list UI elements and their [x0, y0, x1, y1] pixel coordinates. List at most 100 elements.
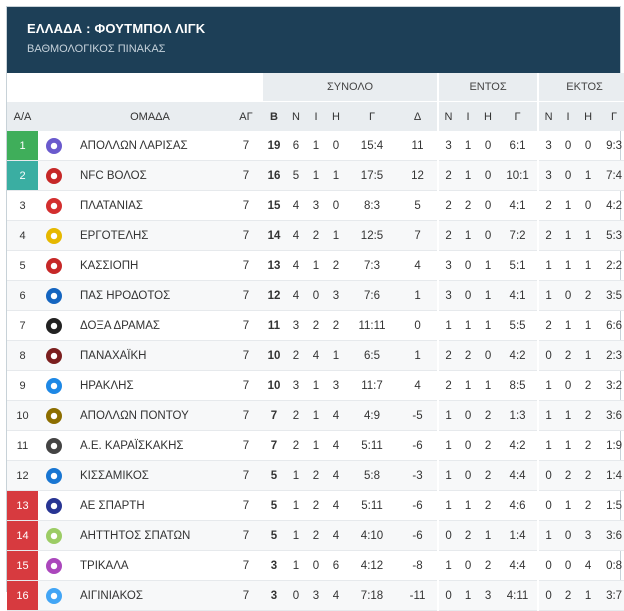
col-away-goals: Γ — [598, 101, 624, 131]
away-goals-cell: 5:3 — [598, 220, 624, 251]
home-losses-cell: 1 — [478, 520, 499, 551]
played-cell: 7 — [230, 160, 262, 191]
diff-cell: -5 — [398, 400, 439, 431]
draws-cell: 1 — [312, 439, 320, 452]
away-wins-cell: 1 — [537, 370, 559, 401]
home-draws-cell: 1 — [464, 319, 472, 332]
table-row[interactable]: 8 ΠΑΝΑΧΑΪΚΗ 7 10 2 4 1 6:5 1 2 2 0 4:2 0 2 1 2:3 — [7, 340, 624, 371]
goals-cell: 5:11 — [361, 499, 383, 512]
team-logo-cell — [38, 191, 70, 221]
home-goals-cell: 5:1 — [509, 259, 526, 272]
away-losses-cell: 2 — [584, 379, 592, 392]
table-row[interactable]: 10 ΑΠΟΛΛΩΝ ΠΟΝΤΟΥ 7 7 2 1 4 4:9 -5 1 0 2 1:3 1 1 2 3:6 — [7, 400, 624, 431]
team-name[interactable]: Α.Ε. ΚΑΡΑΪΣΚΑΚΗΣ — [80, 439, 184, 452]
team-name[interactable]: ΚΑΣΣΙΟΠΗ — [80, 259, 139, 272]
home-wins-cell: 2 — [437, 190, 459, 221]
team-crest-icon — [46, 317, 62, 334]
home-draws-cell: 0 — [458, 400, 479, 431]
team-name[interactable]: ΠΑΝΑΧΑΪΚΗ — [70, 340, 230, 371]
team-name[interactable]: ΤΡΙΚΑΛΑ — [80, 559, 129, 572]
table-row[interactable]: 9 ΗΡΑΚΛΗΣ 7 10 3 1 3 11:7 4 2 1 1 8:5 1 0 2 3:2 — [7, 370, 624, 401]
team-name[interactable]: ΗΡΑΚΛΗΣ — [80, 379, 134, 392]
table-row[interactable]: 1 ΑΠΟΛΛΩΝ ΛΑΡΙΣΑΣ 7 19 6 1 0 15:4 11 3 1 0 6:1 3 0 0 9:3 — [7, 131, 624, 161]
losses-cell: 4 — [326, 520, 346, 551]
away-draws-cell: 0 — [558, 280, 579, 311]
table-row[interactable]: 15 ΤΡΙΚΑΛΑ 7 3 1 0 6 4:12 -8 1 0 2 4:4 0 0 4 0:8 — [7, 550, 624, 581]
team-logo-cell — [38, 460, 70, 491]
position-cell: 10 — [7, 400, 38, 431]
home-draws-cell: 1 — [464, 139, 472, 152]
team-name[interactable]: ΚΙΣΣΑΜΙΚΟΣ — [70, 460, 230, 491]
losses-cell: 3 — [332, 379, 340, 392]
position-cell: 12 — [7, 460, 38, 491]
table-row[interactable]: 14 ΑΗΤΤΗΤΟΣ ΣΠΑΤΩΝ 7 5 1 2 4 4:10 -6 0 2 1 1:4 1 0 3 3:6 — [7, 520, 624, 551]
column-header-row: Α/Α ΟΜΑΔΑ ΑΓ Β Ν Ι Η Γ Δ Ν Ι Η Γ Ν Ι Η Γ — [7, 101, 624, 131]
position-cell: 8 — [7, 340, 38, 371]
home-wins-cell: 0 — [437, 520, 459, 551]
standings-widget: ΕΛΛΑΔΑ : ΦΟΥΤΜΠΟΛ ΛΙΓΚ ΒΑΘΜΟΛΟΓΙΚΟΣ ΠΙΝΑ… — [6, 6, 624, 611]
away-losses-cell: 0 — [584, 139, 592, 152]
away-goals-cell: 2:2 — [606, 259, 623, 272]
wins-cell: 2 — [292, 439, 300, 452]
team-crest-icon — [46, 497, 62, 514]
team-name[interactable]: ΠΛΑΤΑΝΙΑΣ — [80, 199, 143, 212]
widget-header: ΕΛΛΑΔΑ : ΦΟΥΤΜΠΟΛ ΛΙΓΚ ΒΑΘΜΟΛΟΓΙΚΟΣ ΠΙΝΑ… — [7, 7, 620, 73]
points-cell: 5 — [270, 499, 278, 512]
position-cell: 13 — [7, 490, 38, 521]
played-cell: 7 — [230, 280, 262, 311]
home-goals-cell: 4:1 — [498, 280, 539, 311]
home-goals-cell: 6:1 — [509, 139, 526, 152]
losses-cell: 4 — [326, 400, 346, 431]
table-row[interactable]: 4 ΕΡΓΟΤΕΛΗΣ 7 14 4 2 1 12:5 7 2 1 0 7:2 2 1 1 5:3 — [7, 220, 624, 251]
team-name[interactable]: ΑΠΟΛΛΩΝ ΛΑΡΙΣΑΣ — [80, 139, 188, 152]
diff-cell: 12 — [398, 160, 439, 191]
away-goals-cell: 3:6 — [598, 520, 624, 551]
table-row[interactable]: 5 ΚΑΣΣΙΟΠΗ 7 13 4 1 2 7:3 4 3 0 1 5:1 1 1 1 2:2 — [7, 250, 624, 281]
points-cell: 7 — [270, 439, 278, 452]
wins-cell: 3 — [292, 319, 300, 332]
points-cell: 7 — [262, 400, 286, 431]
table-row[interactable]: 3 ΠΛΑΤΑΝΙΑΣ 7 15 4 3 0 8:3 5 2 2 0 4:1 2 1 0 4:2 — [7, 190, 624, 221]
away-wins-cell: 0 — [537, 550, 559, 581]
away-losses-cell: 3 — [578, 520, 599, 551]
points-cell: 10 — [262, 340, 286, 371]
diff-cell: 5 — [414, 199, 421, 212]
table-row[interactable]: 13 ΑΕ ΣΠΑΡΤΗ 7 5 1 2 4 5:11 -6 1 1 2 4:6 0 1 2 1:5 — [7, 490, 624, 521]
team-crest-icon — [46, 287, 62, 304]
team-name[interactable]: NFC ΒΟΛΟΣ — [70, 160, 230, 191]
home-losses-cell: 0 — [484, 199, 492, 212]
team-name[interactable]: ΑΕ ΣΠΑΡΤΗ — [80, 499, 145, 512]
table-row[interactable]: 11 Α.Ε. ΚΑΡΑΪΣΚΑΚΗΣ 7 7 2 1 4 5:11 -6 1 0 2 4:2 1 1 2 1:… — [7, 430, 624, 461]
table-row[interactable]: 6 ΠΑΣ ΗΡΟΔΟΤΟΣ 7 12 4 0 3 7:6 1 3 0 1 4:1 1 0 2 3:5 — [7, 280, 624, 311]
team-name[interactable]: ΑΠΟΛΛΩΝ ΠΟΝΤΟΥ — [70, 400, 230, 431]
diff-cell: -6 — [398, 520, 439, 551]
diff-cell: -6 — [412, 499, 423, 512]
wins-cell: 6 — [292, 139, 300, 152]
team-crest-icon — [46, 167, 62, 184]
home-goals-cell: 4:4 — [509, 559, 526, 572]
away-draws-cell: 1 — [564, 499, 572, 512]
home-draws-cell: 0 — [464, 259, 472, 272]
position-cell: 11 — [16, 439, 29, 452]
team-name[interactable]: ΠΑΣ ΗΡΟΔΟΤΟΣ — [70, 280, 230, 311]
away-draws-cell: 1 — [564, 259, 572, 272]
draws-cell: 1 — [306, 400, 326, 431]
team-name[interactable]: ΑΗΤΤΗΤΟΣ ΣΠΑΤΩΝ — [70, 520, 230, 551]
diff-cell: 1 — [398, 340, 439, 371]
team-crest-icon — [46, 557, 62, 574]
points-cell: 15 — [267, 199, 281, 212]
table-subtitle: ΒΑΘΜΟΛΟΓΙΚΟΣ ΠΙΝΑΚΑΣ — [27, 43, 166, 55]
team-name[interactable]: ΕΡΓΟΤΕΛΗΣ — [70, 220, 230, 251]
table-row[interactable]: 2 NFC ΒΟΛΟΣ 7 16 5 1 1 17:5 12 2 1 0 10:1 3 0 1 7:4 — [7, 160, 624, 191]
played-cell: 7 — [242, 499, 250, 512]
home-goals-cell: 5:5 — [509, 319, 526, 332]
away-wins-cell: 1 — [537, 520, 559, 551]
losses-cell: 6 — [332, 559, 340, 572]
table-row[interactable]: 12 ΚΙΣΣΑΜΙΚΟΣ 7 5 1 2 4 5:8 -3 1 0 2 4:4 0 2 2 1:4 — [7, 460, 624, 491]
away-draws-cell: 0 — [558, 520, 579, 551]
table-row[interactable]: 7 ΔΟΞΑ ΔΡΑΜΑΣ 7 11 3 2 2 11:11 0 1 1 1 5:5 2 1 1 6:6 — [7, 310, 624, 341]
away-draws-cell: 0 — [558, 160, 579, 191]
draws-cell: 0 — [312, 559, 320, 572]
team-name[interactable]: ΔΟΞΑ ΔΡΑΜΑΣ — [80, 319, 160, 332]
losses-cell: 4 — [326, 460, 346, 491]
